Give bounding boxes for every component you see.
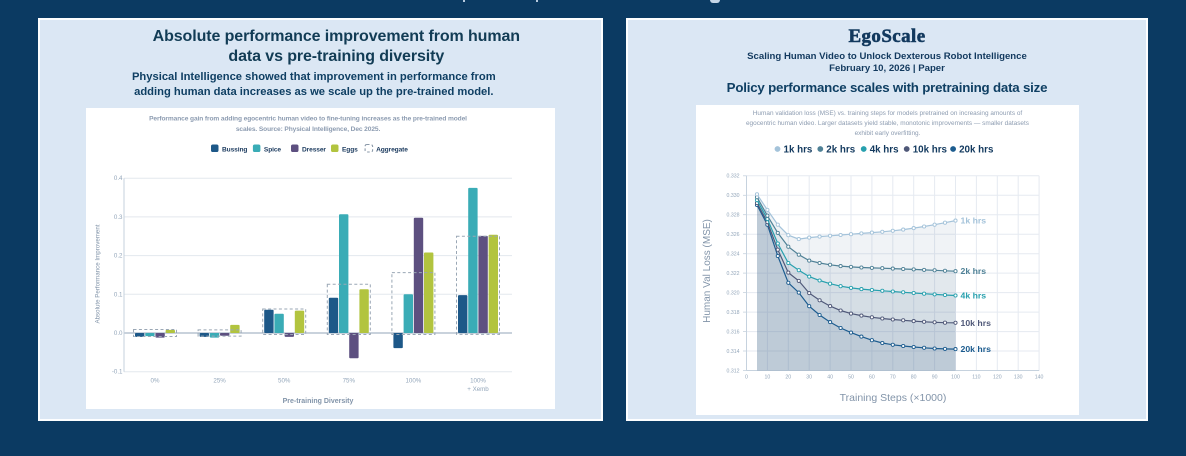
svg-text:110: 110 [972, 375, 980, 381]
svg-text:20k hrs: 20k hrs [961, 344, 992, 354]
svg-text:100: 100 [951, 375, 960, 381]
svg-text:+ Xemb: + Xemb [467, 386, 489, 393]
svg-text:20: 20 [785, 375, 791, 381]
svg-text:50%: 50% [278, 378, 291, 385]
svg-text:25%: 25% [213, 378, 226, 385]
svg-text:Training Steps (×1000): Training Steps (×1000) [840, 392, 947, 404]
svg-text:Bussing: Bussing [222, 147, 247, 154]
svg-text:140: 140 [1035, 375, 1044, 381]
svg-text:Performance gain from adding e: Performance gain from adding egocentric … [149, 116, 467, 123]
svg-text:120: 120 [993, 375, 1002, 381]
svg-text:10k hrs: 10k hrs [913, 145, 948, 156]
svg-text:0.330: 0.330 [727, 193, 740, 199]
svg-text:0.316: 0.316 [727, 329, 740, 335]
svg-text:Human Val Loss (MSE): Human Val Loss (MSE) [702, 219, 713, 323]
svg-text:0.324: 0.324 [727, 252, 740, 258]
svg-text:Pre-training Diversity: Pre-training Diversity [283, 398, 354, 405]
svg-text:100%: 100% [405, 378, 421, 385]
svg-text:0.322: 0.322 [727, 271, 740, 277]
svg-text:2k hrs: 2k hrs [826, 145, 855, 156]
svg-text:scales. Source: Physical Intel: scales. Source: Physical Intelligence, D… [236, 126, 381, 133]
svg-text:0.1: 0.1 [114, 291, 123, 298]
svg-text:1k hrs: 1k hrs [961, 216, 987, 226]
svg-text:75%: 75% [343, 378, 356, 385]
svg-text:Eggs: Eggs [342, 147, 358, 154]
svg-text:4k hrs: 4k hrs [870, 145, 899, 156]
svg-text:exhibit early overfitting.: exhibit early overfitting. [855, 130, 921, 137]
svg-text:50: 50 [848, 375, 854, 381]
svg-text:0%: 0% [151, 378, 160, 385]
svg-text:70: 70 [890, 375, 896, 381]
svg-text:10: 10 [765, 375, 771, 381]
svg-text:4k hrs: 4k hrs [961, 291, 987, 301]
svg-text:130: 130 [1014, 375, 1023, 381]
svg-text:0.326: 0.326 [727, 232, 740, 238]
svg-text:80: 80 [911, 375, 917, 381]
svg-text:0.328: 0.328 [727, 213, 740, 219]
svg-text:0.320: 0.320 [727, 290, 740, 296]
svg-text:Aggregate: Aggregate [376, 147, 408, 154]
svg-text:2k hrs: 2k hrs [961, 266, 987, 276]
svg-text:0.318: 0.318 [727, 310, 740, 316]
svg-text:0.2: 0.2 [114, 253, 123, 260]
svg-text:40: 40 [827, 375, 833, 381]
svg-text:0.332: 0.332 [727, 174, 740, 180]
svg-text:10k hrs: 10k hrs [961, 318, 992, 328]
svg-text:Dresser: Dresser [302, 147, 326, 154]
svg-text:30: 30 [806, 375, 812, 381]
svg-text:Absolute Performance Improveme: Absolute Performance Improvement [95, 224, 102, 323]
svg-text:0.4: 0.4 [114, 175, 123, 182]
svg-text:Human validation loss (MSE) vs: Human validation loss (MSE) vs. training… [753, 110, 1023, 117]
svg-text:egocentric human video. Larger: egocentric human video. Larger datasets … [746, 120, 1029, 127]
svg-text:0.312: 0.312 [727, 368, 740, 374]
svg-text:20k hrs: 20k hrs [959, 145, 994, 156]
svg-text:60: 60 [869, 375, 875, 381]
svg-text:90: 90 [932, 375, 938, 381]
svg-text:1k hrs: 1k hrs [784, 145, 813, 156]
svg-text:Spice: Spice [264, 147, 282, 154]
svg-text:100%: 100% [470, 378, 486, 385]
svg-text:0: 0 [745, 375, 748, 381]
svg-text:0.314: 0.314 [727, 349, 740, 355]
svg-text:0.3: 0.3 [114, 214, 123, 221]
svg-text:0.0: 0.0 [114, 330, 123, 337]
svg-text:-0.1: -0.1 [112, 369, 123, 376]
